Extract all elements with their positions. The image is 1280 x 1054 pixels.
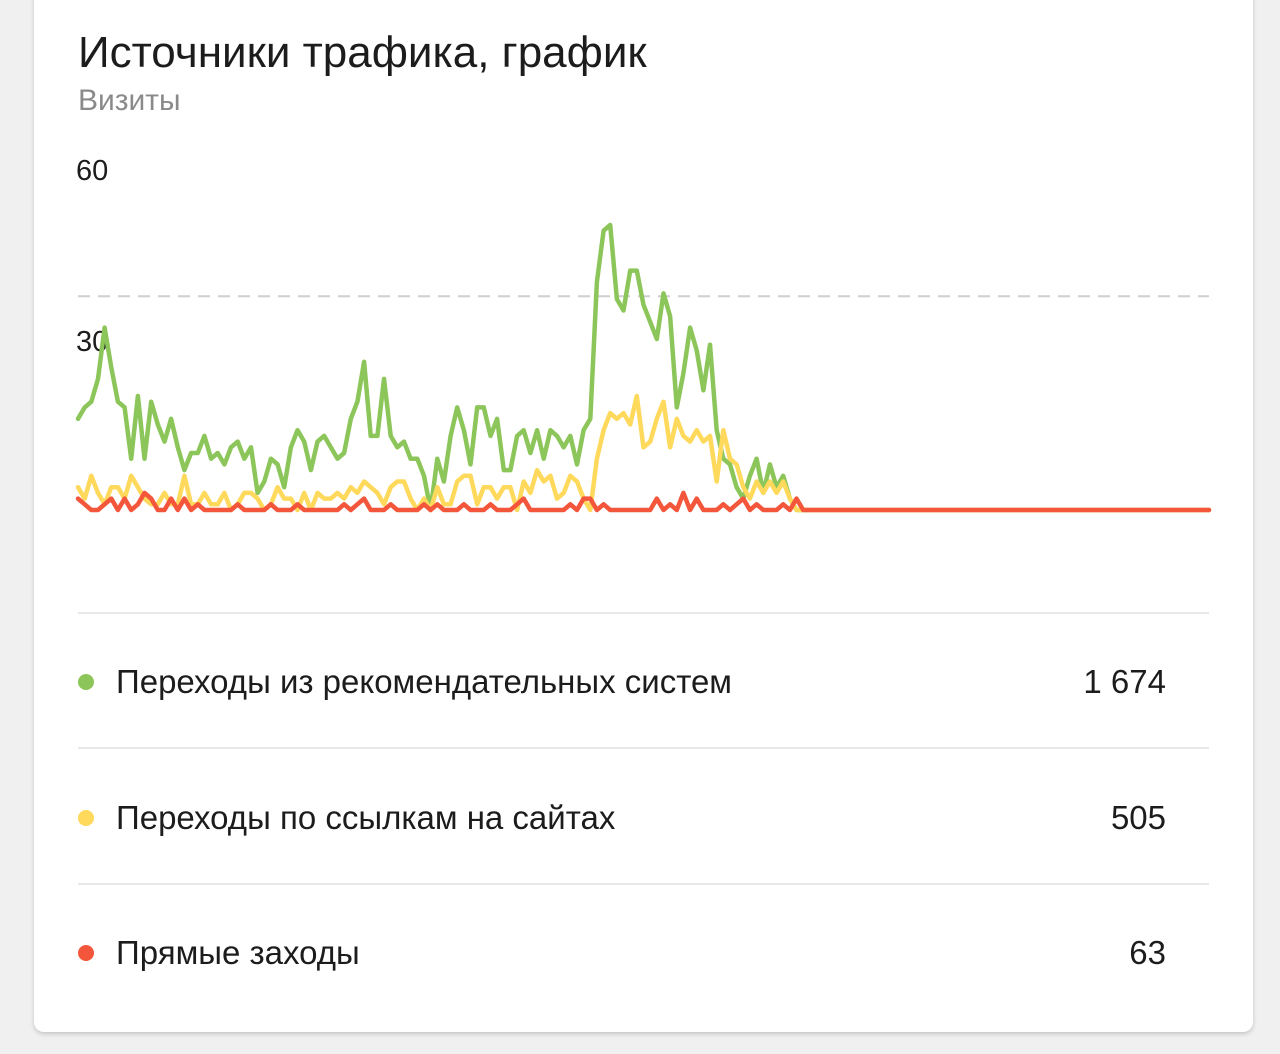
y-tick-label: 60 <box>76 155 108 187</box>
legend-value: 1 674 <box>1083 663 1166 700</box>
card-title: Источники трафика, график <box>78 28 647 77</box>
series-line-0 <box>75 222 1212 513</box>
legend-value: 505 <box>1110 799 1166 836</box>
legend-divider <box>78 747 1209 749</box>
traffic-sources-card <box>34 0 1253 1032</box>
legend-value: 63 <box>1129 934 1166 971</box>
series-lines <box>75 222 1212 513</box>
legend-dot-icon <box>78 945 94 961</box>
legend-label: Прямые заходы <box>116 934 360 971</box>
legend-divider <box>78 883 1209 885</box>
card-subtitle: Визиты <box>78 84 181 117</box>
legend-dot-icon <box>78 674 94 690</box>
legend-item-links[interactable]: Переходы по ссылкам на сайтах 505 <box>78 788 1166 848</box>
legend-dot-icon <box>78 810 94 826</box>
legend-label: Переходы по ссылкам на сайтах <box>116 799 616 836</box>
series-line-2 <box>75 490 1212 513</box>
legend-label: Переходы из рекомендательных систем <box>116 663 732 700</box>
legend-item-recommendation[interactable]: Переходы из рекомендательных систем 1 67… <box>78 652 1166 712</box>
legend-item-direct[interactable]: Прямые заходы 63 <box>78 923 1166 983</box>
legend-divider <box>78 612 1209 614</box>
